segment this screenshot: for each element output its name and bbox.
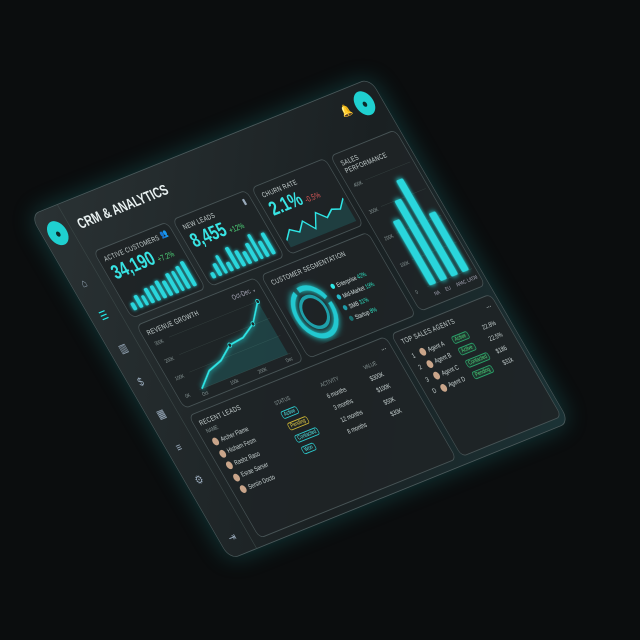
revenue-point <box>255 298 260 305</box>
revenue-point <box>250 321 256 327</box>
home-icon[interactable]: ⌂ <box>77 275 90 291</box>
avatar <box>231 472 242 483</box>
logout-icon[interactable]: ⇥ <box>225 529 239 545</box>
calendar-icon[interactable]: ▦ <box>153 406 169 422</box>
avatar <box>224 460 235 471</box>
sales-bar <box>394 198 447 281</box>
y-tick: 0 <box>414 289 420 296</box>
y-tick: 300K <box>368 206 381 216</box>
y-tick: 0K <box>184 392 193 400</box>
settings-icon[interactable]: ⚙ <box>191 472 207 488</box>
avatar <box>238 484 249 494</box>
churn-line <box>286 197 344 241</box>
money-icon[interactable]: $ <box>134 374 147 389</box>
y-tick: 100K <box>174 373 187 383</box>
sales-bar <box>429 211 469 273</box>
sales-performance-card: SALES PERFORMANCE 400K 300K 200K 100K 0 NA EU A… <box>329 129 486 312</box>
segmentation-donut <box>290 285 339 339</box>
sales-bar <box>396 178 458 277</box>
y-tick: 300K <box>154 338 167 348</box>
x-tick: Dec <box>285 356 295 365</box>
avatar <box>210 436 221 447</box>
gridline <box>168 300 261 338</box>
sales-bar <box>393 219 436 286</box>
avatar <box>217 448 228 459</box>
revenue-area <box>201 301 289 389</box>
churn-area <box>286 198 357 248</box>
y-tick: 200K <box>383 233 396 243</box>
x-tick: NA <box>433 289 442 297</box>
revenue-line-chart: 300K 200K 100K 0K Oct 100k 200K Dec <box>154 298 295 400</box>
revenue-point <box>227 342 233 348</box>
logo-avatar[interactable]: ● <box>42 218 73 249</box>
y-tick: 200K <box>164 355 177 365</box>
revenue-growth-card: REVENUE GROWTH Oct-Dec ⌄ 300K 200K 100K 0K O… <box>135 276 304 409</box>
churn-rate-card: CHURN RATE 2.1%-0.5% <box>250 157 364 255</box>
customer-segmentation-card: CUSTOMER SEGMENTATION Enterprise 42% Mid-… <box>260 231 417 359</box>
y-tick: 100K <box>399 260 412 270</box>
gridline <box>199 352 291 390</box>
y-tick: 400K <box>352 180 365 190</box>
x-tick: EU <box>444 285 453 293</box>
gridline <box>380 188 426 207</box>
gridline <box>189 335 281 373</box>
status-badge: Pending <box>471 364 495 381</box>
x-tick: APAC <box>455 279 468 289</box>
reports-icon[interactable]: ▥ <box>115 340 131 356</box>
x-tick: Oct <box>201 390 211 399</box>
contacts-icon[interactable]: ☰ <box>96 307 111 323</box>
crm-dashboard: ● ⌂ ☰ ▥ $ ▦ ≡ ⚙ ⇥ CRM & ANALYTICS 🔔 ● ACTIVE C… <box>30 77 570 560</box>
gridline <box>365 161 411 181</box>
x-tick: LATAM <box>466 274 481 285</box>
x-tick: 100k <box>229 378 241 387</box>
x-tick: 200K <box>257 366 270 376</box>
list-icon[interactable]: ≡ <box>172 440 185 455</box>
kpi-bar <box>209 271 217 279</box>
churn-sparkline <box>286 197 357 248</box>
bell-icon[interactable]: 🔔 <box>337 102 355 119</box>
